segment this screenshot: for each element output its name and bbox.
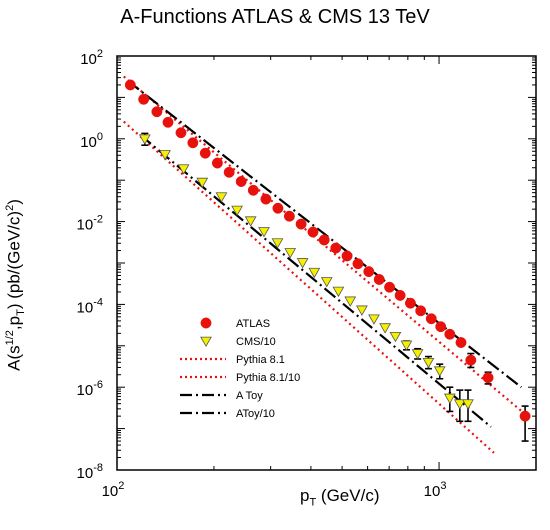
point-cms-10 bbox=[320, 277, 333, 288]
point-atlas bbox=[307, 226, 319, 238]
point-cms-10 bbox=[271, 238, 284, 249]
point-cms-10 bbox=[244, 216, 257, 227]
point-atlas bbox=[482, 372, 494, 384]
point-cms-10 bbox=[344, 296, 357, 307]
y-tick-label: 10-4 bbox=[77, 296, 103, 316]
point-atlas bbox=[394, 289, 406, 301]
point-cms-10 bbox=[379, 323, 392, 334]
legend-label-atoy-10: AToy/10 bbox=[236, 408, 275, 420]
point-cms-10 bbox=[332, 286, 345, 298]
point-cms-10 bbox=[462, 399, 474, 410]
point-atlas bbox=[187, 137, 199, 149]
point-cms-10 bbox=[453, 399, 466, 410]
point-atlas bbox=[425, 313, 437, 325]
series-line-atoy-10 bbox=[139, 133, 492, 428]
point-cms-10 bbox=[284, 248, 297, 259]
legend-label-a-toy: A Toy bbox=[236, 390, 263, 402]
point-atlas bbox=[519, 410, 531, 422]
point-atlas bbox=[247, 184, 259, 196]
point-atlas bbox=[404, 297, 416, 309]
legend-marker-cms-10 bbox=[200, 336, 212, 348]
y-tick-label: 10-2 bbox=[77, 214, 103, 234]
point-atlas bbox=[330, 242, 342, 254]
series-cms-10 bbox=[138, 132, 474, 423]
point-atlas bbox=[199, 147, 211, 159]
point-atlas bbox=[124, 79, 136, 91]
point-cms-10 bbox=[368, 314, 380, 325]
point-atlas bbox=[455, 337, 467, 348]
point-atlas bbox=[341, 250, 353, 262]
point-atlas bbox=[283, 210, 295, 222]
y-tick-label: 100 bbox=[80, 131, 103, 151]
x-axis-label: pT (GeV/c) bbox=[300, 486, 380, 508]
series-line-pythia-8-1 bbox=[123, 75, 532, 420]
point-atlas bbox=[260, 193, 272, 205]
point-cms-10 bbox=[138, 134, 151, 145]
plot-frame bbox=[116, 55, 537, 471]
legend: ATLAS CMS/10 Pythia 8.1 Pythia 8.1/10 A Toy A… bbox=[180, 317, 300, 420]
point-cms-10 bbox=[296, 258, 309, 269]
point-atlas bbox=[373, 274, 385, 285]
point-atlas bbox=[444, 328, 456, 340]
series-line-a-toy bbox=[127, 80, 522, 389]
x-tick-label: 103 bbox=[424, 480, 447, 500]
point-atlas bbox=[295, 218, 307, 230]
point-cms-10 bbox=[231, 205, 243, 217]
legend-label-pythia-8-1: Pythia 8.1 bbox=[236, 354, 285, 366]
legend-label-pythia-8-1-10: Pythia 8.1/10 bbox=[236, 372, 300, 384]
point-atlas bbox=[175, 127, 187, 139]
point-atlas bbox=[465, 354, 477, 366]
point-cms-10 bbox=[411, 349, 424, 360]
chart-title: A-Functions ATLAS & CMS 13 TeV bbox=[120, 6, 430, 28]
x-axis-label-main: p bbox=[300, 486, 310, 505]
point-cms-10 bbox=[433, 366, 446, 377]
point-cms-10 bbox=[196, 177, 209, 189]
point-atlas bbox=[235, 176, 247, 187]
point-atlas bbox=[384, 281, 396, 293]
point-atlas bbox=[223, 166, 235, 178]
legend-marker-atlas bbox=[200, 317, 212, 329]
series-atlas bbox=[124, 79, 531, 442]
point-cms-10 bbox=[389, 331, 402, 343]
point-atlas bbox=[162, 116, 174, 128]
point-atlas bbox=[415, 305, 427, 317]
point-cms-10 bbox=[215, 192, 228, 203]
legend-label-atlas: ATLAS bbox=[236, 318, 270, 330]
y-tick-label: 10-6 bbox=[77, 379, 103, 399]
point-cms-10 bbox=[258, 227, 270, 238]
point-cms-10 bbox=[177, 164, 190, 175]
x-tick-label: 102 bbox=[102, 480, 125, 500]
point-cms-10 bbox=[422, 357, 435, 369]
point-cms-10 bbox=[400, 340, 413, 351]
point-atlas bbox=[138, 93, 150, 105]
x-axis-label-sub: T bbox=[309, 496, 317, 509]
y-tick-label: 102 bbox=[80, 48, 103, 68]
point-atlas bbox=[318, 234, 330, 246]
point-cms-10 bbox=[443, 393, 456, 404]
point-atlas bbox=[151, 106, 163, 118]
point-cms-10 bbox=[308, 267, 321, 279]
legend-label-cms-10: CMS/10 bbox=[236, 336, 276, 348]
x-axis-label-unit: (GeV/c) bbox=[316, 486, 380, 505]
series-line-pythia-8-1-10 bbox=[123, 120, 495, 454]
point-atlas bbox=[363, 266, 375, 278]
point-atlas bbox=[352, 258, 364, 270]
y-tick-label: 10-8 bbox=[77, 462, 103, 482]
point-cms-10 bbox=[356, 305, 368, 316]
point-atlas bbox=[211, 157, 223, 169]
model-lines bbox=[123, 75, 532, 454]
point-cms-10 bbox=[159, 150, 171, 161]
point-atlas bbox=[272, 202, 284, 214]
point-atlas bbox=[435, 321, 447, 333]
